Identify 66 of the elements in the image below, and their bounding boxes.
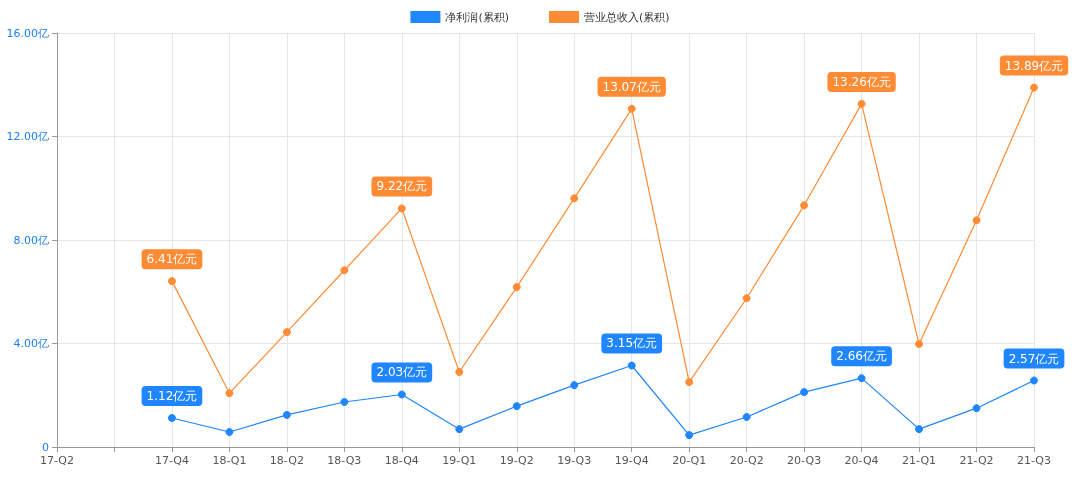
data-label: 13.89亿元 xyxy=(1004,58,1064,73)
y-tick-label: 0 xyxy=(42,440,49,454)
data-label: 2.57亿元 xyxy=(1008,351,1060,366)
point xyxy=(455,367,464,376)
point xyxy=(915,425,924,434)
point xyxy=(167,414,176,423)
x-tick-label: 19-Q1 xyxy=(442,454,477,467)
x-tick-label: 20-Q1 xyxy=(672,454,707,467)
data-label: 2.03亿元 xyxy=(376,365,428,380)
x-tick-label: 20-Q3 xyxy=(787,454,822,467)
point xyxy=(512,283,521,292)
x-tick-label: 20-Q2 xyxy=(729,454,764,467)
data-label: 9.22亿元 xyxy=(376,179,428,194)
x-tick-label: 17-Q2 xyxy=(39,454,75,467)
point xyxy=(972,216,981,225)
point xyxy=(167,277,176,286)
y-tick-label: 8.00亿 xyxy=(13,233,49,247)
point xyxy=(340,266,349,275)
point xyxy=(800,201,809,210)
point xyxy=(972,404,981,413)
point xyxy=(282,410,291,419)
data-label: 6.41亿元 xyxy=(146,252,198,267)
point xyxy=(570,381,579,390)
data-label: 1.12亿元 xyxy=(146,389,198,404)
point xyxy=(397,204,406,213)
x-tick-label: 19-Q2 xyxy=(499,454,534,467)
x-tick-label: 18-Q2 xyxy=(269,454,304,467)
point xyxy=(742,412,751,421)
x-tick-label: 18-Q4 xyxy=(384,454,419,467)
x-tick-label: 17-Q4 xyxy=(154,454,189,467)
y-tick-label: 4.00亿 xyxy=(13,337,49,350)
point xyxy=(685,431,694,440)
x-tick-label: 19-Q3 xyxy=(557,454,592,467)
point xyxy=(857,99,866,108)
point xyxy=(857,374,866,383)
data-label: 13.26亿元 xyxy=(832,74,891,89)
point xyxy=(282,328,291,337)
x-tick-label: 20-Q4 xyxy=(844,454,879,467)
x-tick-label: 18-Q1 xyxy=(212,454,247,467)
legend-label: 营业总收入(累积) xyxy=(584,10,670,24)
point xyxy=(570,194,579,203)
point xyxy=(742,294,751,303)
x-tick-label: 21-Q2 xyxy=(959,454,994,467)
point xyxy=(627,104,636,113)
data-label: 13.07亿元 xyxy=(602,79,661,94)
point xyxy=(685,378,694,387)
point xyxy=(512,402,521,411)
point xyxy=(627,361,636,370)
x-tick-label: 21-Q3 xyxy=(1016,454,1052,467)
data-label: 2.66亿元 xyxy=(836,349,887,364)
x-tick-label: 21-Q1 xyxy=(902,454,937,467)
point xyxy=(225,389,234,398)
legend-label: 净利润(累积) xyxy=(445,10,510,24)
point xyxy=(1030,376,1038,385)
point xyxy=(1030,83,1038,92)
point xyxy=(455,425,464,434)
point xyxy=(225,427,234,436)
point xyxy=(397,390,406,399)
data-label: 3.15亿元 xyxy=(606,336,658,351)
y-tick-label: 12.00亿 xyxy=(6,130,49,143)
point xyxy=(340,397,349,406)
y-tick-label: 16.00亿 xyxy=(6,26,49,40)
point xyxy=(915,340,924,349)
point xyxy=(800,388,809,397)
x-tick-label: 19-Q4 xyxy=(614,454,649,467)
x-tick-label: 18-Q3 xyxy=(327,454,362,467)
